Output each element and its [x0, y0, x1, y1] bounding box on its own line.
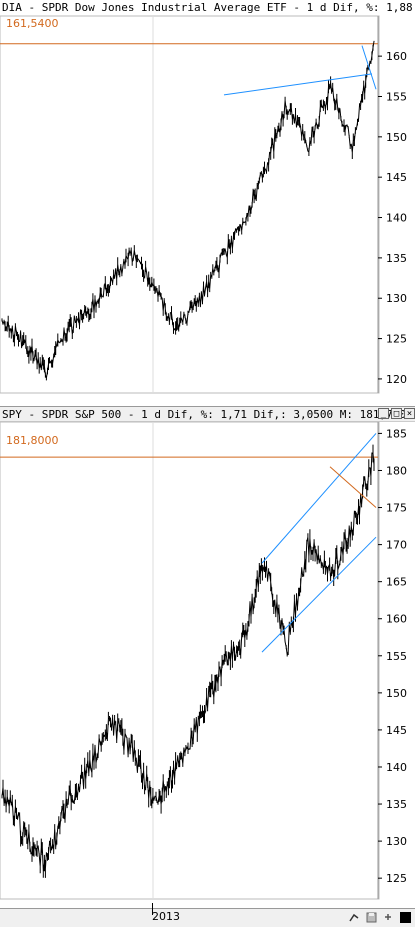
spy-price-label: 181,8000	[6, 434, 59, 447]
spy-y-tick-label: 140	[386, 761, 407, 774]
spy-y-tick-label: 165	[386, 576, 407, 589]
spy-y-tick-label: 155	[386, 650, 407, 663]
spy-y-tick-label: 135	[386, 798, 407, 811]
dia-plot-frame	[0, 15, 380, 394]
spy-window-buttons: _ □ ×	[378, 408, 415, 419]
color-square-icon[interactable]	[400, 912, 411, 923]
spy-y-tick-label: 170	[386, 539, 407, 552]
spy-price-series	[1, 444, 375, 878]
spy-y-tick-label: 130	[386, 835, 407, 848]
spy-y-tick-label: 145	[386, 724, 407, 737]
spy-chart-panel: SPY - SPDR S&P 500 - 1 d Dif, %: 1,71 Di…	[0, 406, 415, 908]
dia-price-series	[1, 40, 375, 381]
dia-chart-panel: DIA - SPDR Dow Jones Industrial Average …	[0, 0, 415, 406]
spy-plot-frame	[0, 421, 380, 900]
pin-icon[interactable]	[383, 912, 394, 923]
minimize-icon[interactable]: _	[378, 408, 389, 419]
spy-y-tick-label: 180	[386, 464, 407, 477]
dia-y-tick-label: 120	[386, 373, 407, 386]
x-axis-label-2013: 2013	[152, 910, 180, 923]
dia-y-tick-label: 160	[386, 50, 407, 63]
spy-chart-title: SPY - SPDR S&P 500 - 1 d Dif, %: 1,71 Di…	[0, 406, 415, 422]
maximize-icon[interactable]: □	[391, 408, 402, 419]
dia-y-tick-label: 145	[386, 171, 407, 184]
spy-y-tick-label: 175	[386, 502, 407, 515]
spy-trendline-0	[261, 433, 377, 564]
spy-trendline-2	[329, 466, 377, 508]
dia-chart-svg: 160 155 150 145 140 135 130 125 120	[0, 15, 407, 394]
spy-y-tick-label: 150	[386, 687, 407, 700]
dia-y-tick-label: 125	[386, 333, 407, 346]
dia-chart-title: DIA - SPDR Dow Jones Industrial Average …	[2, 1, 413, 14]
dia-price-label: 161,5400	[6, 17, 59, 30]
status-bar	[0, 908, 415, 927]
dia-y-tick-label: 140	[386, 212, 407, 225]
dia-y-tick-label: 150	[386, 131, 407, 144]
spy-trendline-1	[261, 536, 377, 653]
x-axis-tick	[152, 903, 153, 915]
dia-y-tick-label: 130	[386, 292, 407, 305]
dia-trendline-1	[361, 45, 377, 90]
draw-tool-icon[interactable]	[349, 912, 360, 923]
spy-y-tick-label: 125	[386, 872, 407, 885]
dia-trendline-0	[223, 73, 373, 96]
spy-chart-svg: 185 180 175 170 165 160 155 150 145 140 135 130 125	[0, 421, 407, 900]
toolbar-icons	[349, 912, 411, 923]
save-icon[interactable]	[366, 912, 377, 923]
spy-y-tick-label: 185	[386, 427, 407, 440]
spy-y-tick-label: 160	[386, 613, 407, 626]
dia-y-tick-label: 155	[386, 90, 407, 103]
dia-y-tick-label: 135	[386, 252, 407, 265]
